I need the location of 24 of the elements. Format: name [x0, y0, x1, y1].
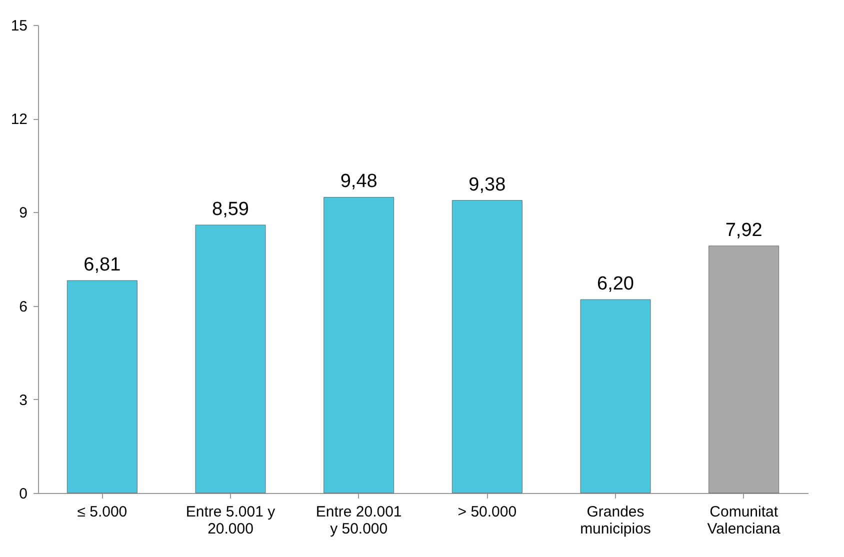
- bar: [580, 299, 651, 494]
- y-tick-label: 6: [19, 298, 28, 316]
- y-tick-label: 9: [19, 204, 28, 222]
- bar: [708, 246, 780, 494]
- x-tick-label: ≤ 5.000: [77, 504, 128, 520]
- bar: [324, 196, 394, 494]
- bar: [195, 224, 266, 494]
- bar: [452, 200, 522, 494]
- x-tick-label: Grandes municipios: [580, 504, 651, 538]
- x-tick-label: Entre 5.001 y 20.000: [186, 504, 276, 538]
- data-label: 6,81: [84, 254, 121, 276]
- y-tick-label: 3: [19, 392, 28, 409]
- y-tick-label: 15: [10, 18, 28, 34]
- bar: [66, 280, 138, 494]
- x-tick-label: Comunitat Valenciana: [707, 504, 782, 538]
- data-label: 8,59: [212, 198, 249, 220]
- data-label: 6,20: [597, 274, 634, 295]
- data-label: 9,38: [468, 174, 506, 196]
- y-tick-label: 12: [10, 111, 28, 128]
- data-label: 9,48: [340, 171, 378, 192]
- data-label: 7,92: [725, 220, 762, 241]
- x-tick-label: Entre 20.001 y 50.000: [316, 504, 402, 538]
- x-tick-label: > 50.000: [458, 504, 517, 520]
- y-tick-label: 0: [19, 486, 28, 502]
